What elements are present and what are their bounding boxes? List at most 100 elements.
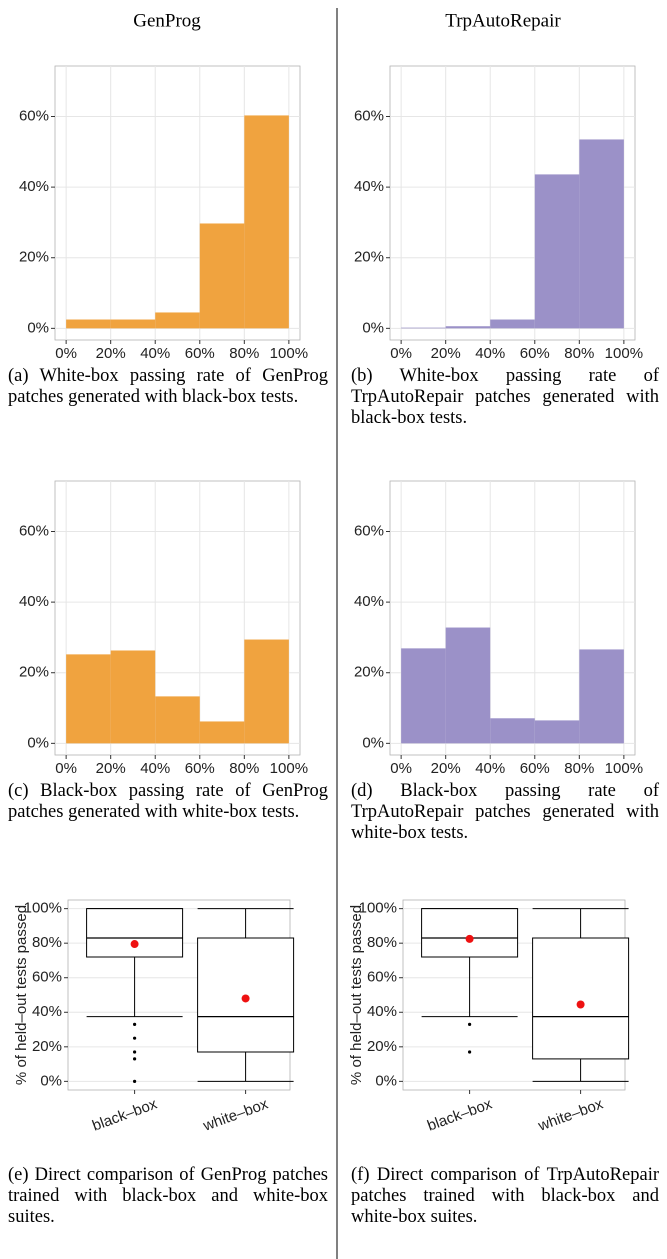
y-tick-label: 20%: [367, 1038, 397, 1055]
box: [86, 908, 184, 958]
caption: (f) Direct comparison of TrpAutoRepair p…: [351, 1165, 659, 1227]
histogram-bar: [490, 319, 535, 329]
x-tick-label: 80%: [229, 760, 259, 777]
outlier: [468, 1050, 472, 1054]
histogram-bar: [401, 327, 446, 329]
x-tick-label: 60%: [520, 345, 550, 362]
outlier: [133, 1036, 137, 1040]
x-tick-label: 40%: [140, 760, 170, 777]
x-tick-label: 40%: [475, 345, 505, 362]
outlier: [133, 1050, 137, 1054]
x-tick-label: 0%: [55, 760, 77, 777]
y-tick-label: 20%: [19, 249, 49, 266]
histogram-bar: [199, 223, 245, 329]
caption: (e) Direct comparison of GenProg patches…: [8, 1165, 328, 1227]
x-tick-label: 80%: [564, 760, 594, 777]
caption: (b) White-box passing rate of TrpAutoRep…: [351, 366, 659, 428]
x-tick-label: 40%: [140, 345, 170, 362]
caption: (d) Black-box passing rate of TrpAutoRep…: [351, 781, 659, 843]
y-tick-label: 60%: [19, 522, 49, 539]
mean: [465, 934, 474, 943]
mean: [241, 994, 250, 1003]
x-tick-label: 60%: [520, 760, 550, 777]
x-tick-label: 100%: [605, 345, 643, 362]
histogram-bar: [244, 115, 289, 329]
y-tick-label: 0%: [362, 734, 384, 751]
y-tick-label: 0%: [362, 319, 384, 336]
y-tick-label: 0%: [27, 319, 49, 336]
x-tick-label: black–box: [90, 1095, 160, 1134]
x-tick-label: 0%: [390, 760, 412, 777]
histogram-bar: [66, 654, 111, 744]
histogram-bar: [579, 649, 624, 744]
x-tick-label: 100%: [270, 345, 308, 362]
histogram-bar: [110, 650, 156, 744]
y-tick-label: 60%: [354, 107, 384, 124]
x-tick-label: 60%: [185, 345, 215, 362]
x-tick-label: 0%: [390, 345, 412, 362]
mean: [576, 1000, 585, 1009]
y-tick-label: 60%: [19, 107, 49, 124]
y-tick-label: 100%: [24, 900, 62, 917]
y-tick-label: 40%: [32, 1003, 62, 1020]
y-tick-label: 80%: [32, 934, 62, 951]
y-tick-label: 20%: [354, 249, 384, 266]
histogram-bar: [534, 174, 580, 329]
y-tick-label: 40%: [19, 178, 49, 195]
y-axis-label: % of held–out tests passed: [13, 905, 30, 1085]
x-tick-label: 60%: [185, 760, 215, 777]
outlier: [133, 1022, 137, 1026]
x-tick-label: 40%: [475, 760, 505, 777]
histogram-bar: [110, 319, 156, 329]
x-tick-label: 20%: [431, 760, 461, 777]
histogram-bar: [534, 720, 580, 744]
y-tick-label: 40%: [19, 593, 49, 610]
y-tick-label: 0%: [27, 734, 49, 751]
y-tick-label: 20%: [354, 664, 384, 681]
histogram-bar: [66, 319, 111, 329]
y-axis-label: % of held–out tests passed: [348, 905, 365, 1085]
box: [532, 937, 630, 1060]
histogram-bar: [155, 696, 200, 744]
x-tick-label: 100%: [270, 760, 308, 777]
column-title: TrpAutoRepair: [445, 10, 561, 31]
histogram-bar: [490, 718, 535, 744]
outlier: [133, 1057, 137, 1061]
caption: (c) Black-box passing rate of GenProg pa…: [8, 781, 328, 822]
caption: (a) White-box passing rate of GenProg pa…: [8, 366, 328, 407]
y-tick-label: 60%: [32, 969, 62, 986]
histogram-bar: [401, 648, 446, 744]
outlier: [468, 1022, 472, 1026]
y-tick-label: 60%: [367, 969, 397, 986]
x-tick-label: white–box: [535, 1095, 606, 1135]
x-tick-label: 100%: [605, 760, 643, 777]
histogram-bar: [244, 639, 289, 744]
y-tick-label: 100%: [359, 900, 397, 917]
x-tick-label: 80%: [229, 345, 259, 362]
mean: [130, 940, 139, 949]
box: [421, 908, 519, 958]
y-tick-label: 40%: [354, 593, 384, 610]
x-tick-label: white–box: [200, 1095, 271, 1135]
outlier: [133, 1079, 137, 1083]
y-tick-label: 40%: [354, 178, 384, 195]
histogram-bar: [445, 326, 491, 329]
column-title: GenProg: [133, 10, 201, 31]
y-tick-label: 20%: [32, 1038, 62, 1055]
y-tick-label: 40%: [367, 1003, 397, 1020]
y-tick-label: 80%: [367, 934, 397, 951]
x-tick-label: 20%: [96, 345, 126, 362]
x-tick-label: black–box: [425, 1095, 495, 1134]
histogram-bar: [199, 721, 245, 744]
histogram-bar: [579, 139, 624, 329]
histogram-bar: [155, 312, 200, 329]
x-tick-label: 0%: [55, 345, 77, 362]
y-tick-label: 60%: [354, 522, 384, 539]
y-tick-label: 0%: [40, 1072, 62, 1089]
y-tick-label: 0%: [375, 1072, 397, 1089]
x-tick-label: 20%: [96, 760, 126, 777]
x-tick-label: 20%: [431, 345, 461, 362]
histogram-bar: [445, 627, 491, 744]
